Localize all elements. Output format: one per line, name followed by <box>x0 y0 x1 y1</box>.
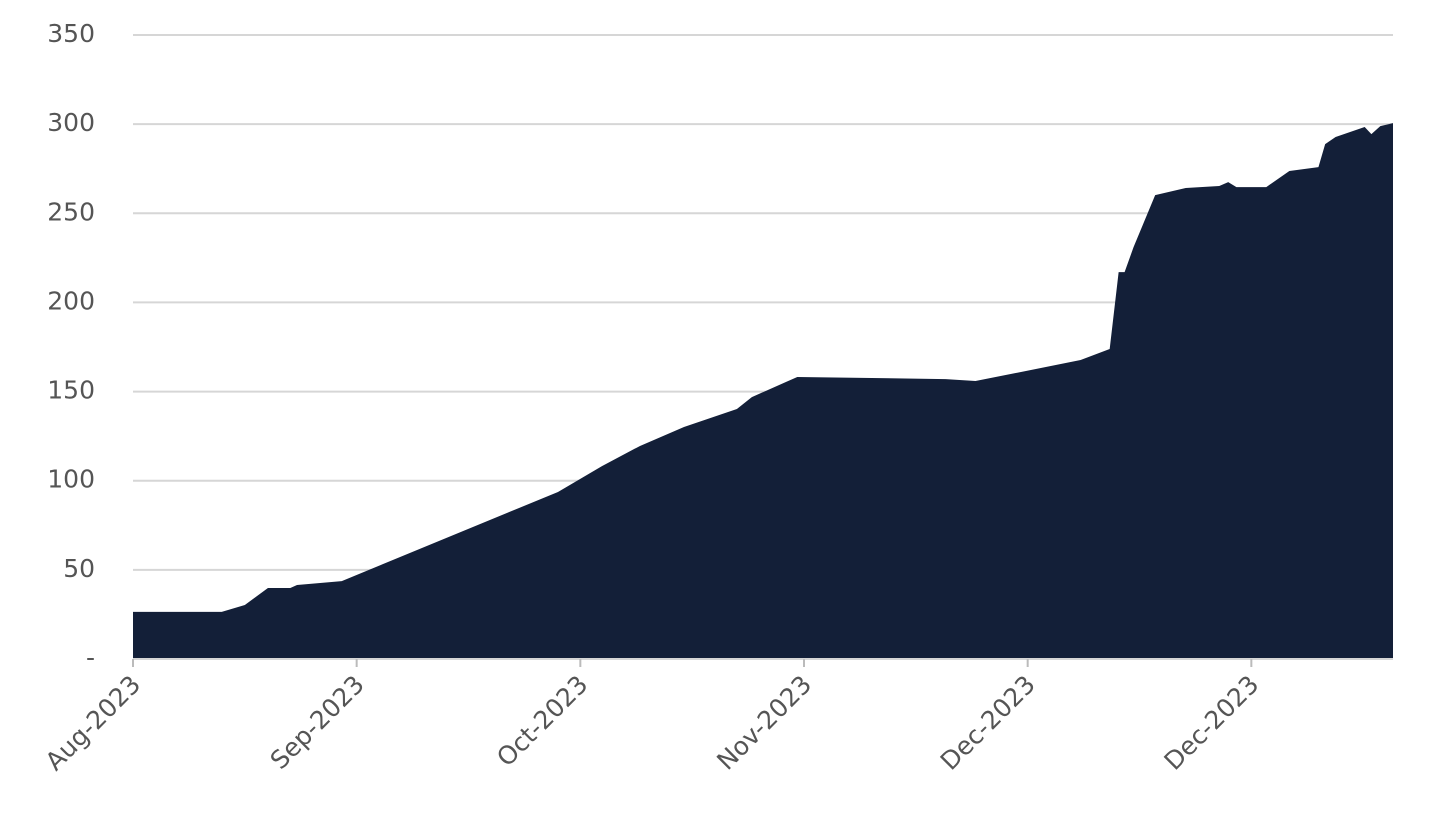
y-tick-label: - <box>86 643 95 672</box>
y-tick-label: 150 <box>47 376 95 405</box>
y-tick-label: 200 <box>47 286 95 315</box>
x-tick-label: Dec-2023 <box>1158 670 1264 776</box>
x-tick-label: Oct-2023 <box>491 670 593 772</box>
x-tick-label: Dec-2023 <box>935 670 1041 776</box>
y-tick-label: 50 <box>63 554 95 583</box>
x-tick-label: Nov-2023 <box>711 670 817 776</box>
area <box>133 123 1393 660</box>
x-tick-label: Aug-2023 <box>40 670 146 776</box>
y-tick-label: 350 <box>47 19 95 48</box>
y-tick-label: 100 <box>47 465 95 494</box>
y-tick-label: 300 <box>47 108 95 137</box>
x-tick-label: Sep-2023 <box>265 670 370 775</box>
y-tick-label: 250 <box>47 197 95 226</box>
